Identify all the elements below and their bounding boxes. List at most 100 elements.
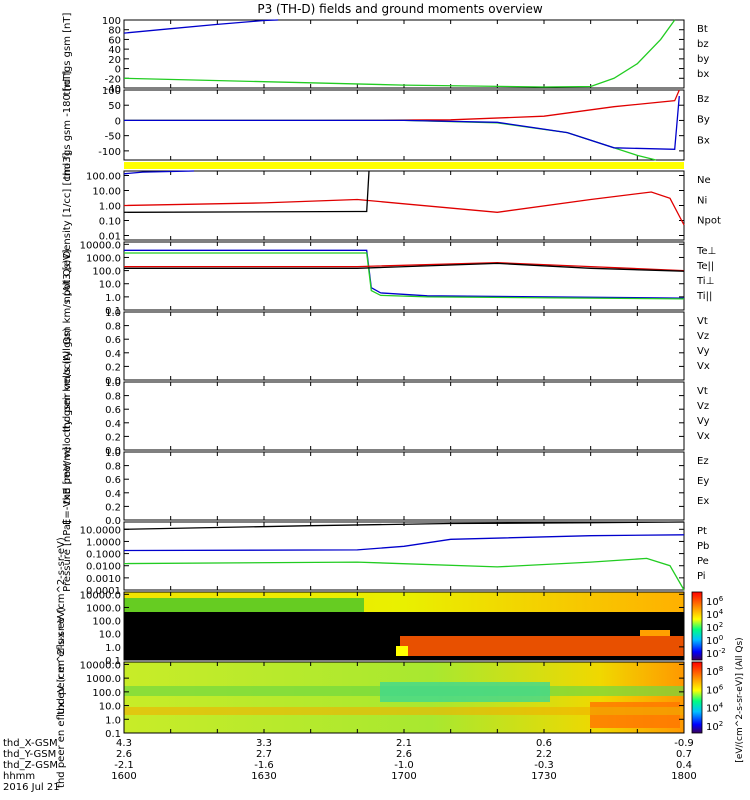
y-tick-label: 1000.0 xyxy=(86,603,121,614)
y-tick-label: -50 xyxy=(105,132,121,143)
y-tick-label: 1.00 xyxy=(99,202,121,213)
x-row-label: thd_Z-GSM xyxy=(3,760,58,771)
y-tick-label: 1000.0 xyxy=(86,674,121,685)
series-by xyxy=(123,19,676,88)
y-tick-label: -40 xyxy=(105,84,121,95)
x-tick-label: 2.7 xyxy=(256,749,272,760)
y-axis-label: E=-VxB [mV/m] xyxy=(62,447,73,525)
series-Ti⊥ xyxy=(124,249,685,299)
legend-Ni: Ni xyxy=(697,195,707,206)
y-axis-label: Density [1/cc] [cm-3] xyxy=(62,152,73,258)
y-tick-label: 1.0 xyxy=(105,448,121,459)
legend-Bx: Bx xyxy=(697,135,710,146)
series-Pt xyxy=(123,521,685,530)
y-tick-label: 0.2 xyxy=(105,502,121,513)
x-row-label: hhmm xyxy=(3,771,35,782)
x-tick-label: -1.6 xyxy=(254,760,274,771)
series-Ni xyxy=(123,170,370,213)
y-tick-label: 100.0 xyxy=(92,617,121,628)
y-tick-label: 0.1 xyxy=(105,656,121,667)
legend-Pt: Pt xyxy=(697,526,707,537)
x-tick-label: 2.6 xyxy=(396,749,412,760)
legend-By: By xyxy=(697,115,710,126)
y-tick-label: 1.0 xyxy=(105,378,121,389)
colorbar-title: [eV/(cm^2-s-sr-eV)] (All Qs) xyxy=(735,637,745,762)
y-tick-label: 10.00 xyxy=(92,187,121,198)
y-tick-label: 20 xyxy=(108,55,121,66)
panel-frame xyxy=(123,19,685,89)
series-Pi xyxy=(123,534,685,552)
y-tick-label: 40 xyxy=(108,45,121,56)
spectrogram-band xyxy=(124,707,684,715)
legend-Ne: Ne xyxy=(697,175,711,186)
y-tick-label: 1000.0 xyxy=(86,253,121,264)
y-tick-label: 0 xyxy=(115,116,121,127)
panel-frame xyxy=(123,89,685,161)
x-tick-label: -2.1 xyxy=(114,760,134,771)
colorbar-tick-label: 104 xyxy=(706,702,724,715)
legend-Pi: Pi xyxy=(697,571,706,582)
spectrogram-electron xyxy=(124,662,684,733)
panel-2: 100 50 0 -50 -100 thd fgs gsm -180 [nT] Bz By Bx xyxy=(62,71,710,180)
legend-Vx: Vx xyxy=(697,361,710,372)
y-tick-label: 0.0100 xyxy=(86,562,121,573)
y-axis-label: Pressure [nPa] xyxy=(62,520,73,592)
y-tick-label: 0 xyxy=(115,65,121,76)
series-By xyxy=(124,119,657,161)
panel-frame xyxy=(123,451,685,521)
x-tick-label: -0.9 xyxy=(674,738,694,749)
colorbar-tick-label: 106 xyxy=(706,683,724,696)
y-tick-label: 0.6 xyxy=(105,475,121,486)
series-Te⊥ xyxy=(124,262,685,272)
series-bx xyxy=(123,19,279,34)
panel-7: 1.0 0.8 0.6 0.4 0.2 0.0 E=-VxB [mV/m] Ez Ey Ex xyxy=(62,447,709,527)
colorbar-tick-label: 100 xyxy=(706,634,723,647)
legend-by: by xyxy=(697,54,709,65)
y-tick-label: 100 xyxy=(102,86,121,97)
y-tick-label: 10000.0 xyxy=(80,590,121,601)
y-tick-label: 0.0 xyxy=(105,516,121,527)
colorbar-tick-label: 102 xyxy=(706,621,723,634)
legend-Ti||: Ti|| xyxy=(696,291,712,302)
series-Pe xyxy=(123,557,685,591)
panel-frame xyxy=(123,170,685,241)
y-tick-label: 0.8 xyxy=(105,322,121,333)
y-tick-label: 10.0 xyxy=(99,702,121,713)
legend-Ex: Ex xyxy=(697,496,709,507)
y-tick-label: 0.1000 xyxy=(86,550,121,561)
y-tick-label: 0.8 xyxy=(105,392,121,403)
legend-Vz: Vz xyxy=(697,401,709,412)
spectrogram-band xyxy=(380,682,550,702)
x-tick-label: 2.6 xyxy=(116,749,132,760)
y-axis-label: thd peer velocity gsm km/s (All Qs) xyxy=(62,328,73,504)
y-tick-label: -20 xyxy=(105,74,121,85)
panel-frame xyxy=(123,241,685,311)
series-Npot xyxy=(123,170,195,175)
series-Bz xyxy=(124,89,680,122)
x-row-label: thd_Y-GSM xyxy=(3,749,56,760)
y-tick-label: 1.0 xyxy=(105,308,121,319)
x-tick-label: 1600 xyxy=(111,771,136,782)
date-label: 2016 Jul 21 xyxy=(3,782,60,793)
x-tick-label: 2.2 xyxy=(536,749,552,760)
legend-Vt: Vt xyxy=(697,386,708,397)
panel-3: 100.00 10.00 1.00 0.10 0.01 Density [1/cc] [c… xyxy=(62,152,721,258)
x-tick-label: -0.3 xyxy=(534,760,554,771)
y-tick-label: 100.0 xyxy=(92,267,121,278)
y-axis-label: thd peir velocity gsm km/s (All Qs) xyxy=(62,259,73,432)
colorbar-tick-label: 10-2 xyxy=(706,647,726,660)
legend-Npot: Npot xyxy=(697,216,721,227)
colorbar-tick-label: 106 xyxy=(706,595,724,608)
y-tick-label: 100 xyxy=(102,16,121,27)
y-tick-label: 0.01 xyxy=(99,231,121,242)
x-tick-label: -1.0 xyxy=(394,760,414,771)
y-tick-label: -100 xyxy=(98,147,121,158)
spectrogram-ion xyxy=(124,592,684,660)
colorbar-tick-label: 102 xyxy=(706,720,723,733)
y-tick-label: 60 xyxy=(108,35,121,46)
legend-Ey: Ey xyxy=(697,476,709,487)
panel-frame xyxy=(123,381,685,451)
y-tick-label: 80 xyxy=(108,26,121,37)
y-tick-label: 0.6 xyxy=(105,405,121,416)
